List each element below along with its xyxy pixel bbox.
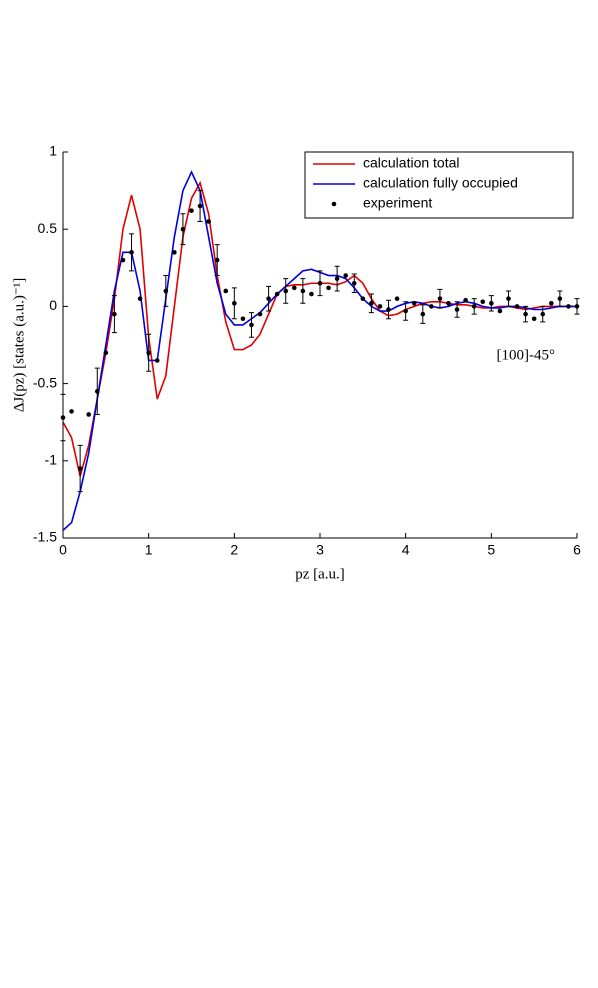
data-point <box>411 301 417 306</box>
y-axis-label: ΔJ(pz) [states (a.u.)⁻¹] <box>11 278 27 413</box>
legend-swatch <box>331 201 337 207</box>
x-tick-label: 5 <box>487 542 495 558</box>
data-point <box>94 389 100 394</box>
data-point <box>497 308 503 314</box>
y-tick-label: 1 <box>49 143 57 159</box>
data-point <box>283 288 289 294</box>
data-point <box>232 301 237 306</box>
data-point <box>343 273 349 278</box>
annotation: [100]-45° <box>497 347 555 363</box>
legend-label: calculation total <box>363 155 460 171</box>
x-tick-label: 6 <box>573 542 581 558</box>
data-point <box>523 311 528 317</box>
data-point <box>120 257 126 263</box>
data-point <box>60 415 66 420</box>
legend-box <box>304 151 574 219</box>
x-axis-label: pz [a.u.] <box>295 566 345 582</box>
data-point <box>394 296 400 301</box>
data-point <box>77 466 83 471</box>
data-point <box>154 358 160 363</box>
data-point <box>197 203 203 209</box>
data-point <box>317 280 323 286</box>
data-point <box>471 304 477 309</box>
data-point <box>137 296 143 301</box>
data-point <box>189 208 194 213</box>
data-point <box>69 409 74 414</box>
data-point <box>489 301 494 306</box>
x-tick-label: 2 <box>230 542 238 558</box>
data-point <box>369 301 374 306</box>
data-point <box>326 285 331 291</box>
data-point <box>266 296 271 301</box>
data-point <box>454 307 460 312</box>
data-point <box>351 280 357 286</box>
legend-label: experiment <box>363 195 432 211</box>
data-point <box>257 311 263 317</box>
data-point <box>163 288 169 294</box>
data-point <box>557 296 563 301</box>
data-point <box>86 412 91 417</box>
data-point <box>300 288 306 294</box>
y-tick-label: 0 <box>49 297 57 313</box>
data-point <box>429 304 434 309</box>
data-point <box>386 307 391 312</box>
data-point <box>112 311 117 317</box>
x-tick-label: 1 <box>145 542 153 558</box>
data-point <box>334 276 340 281</box>
data-point <box>214 257 220 263</box>
y-tick-label: -1.5 <box>33 529 57 545</box>
y-tick-label: -1 <box>45 452 58 468</box>
data-point <box>249 322 254 328</box>
data-point <box>420 311 426 317</box>
data-point <box>463 297 468 303</box>
data-point <box>437 296 443 301</box>
data-point <box>180 226 186 232</box>
x-tick-label: 3 <box>316 542 324 558</box>
data-point <box>540 311 546 317</box>
x-tick-label: 0 <box>59 542 67 558</box>
y-tick-label: -0.5 <box>33 374 57 390</box>
x-tick-label: 4 <box>402 542 410 558</box>
y-tick-label: 0.5 <box>38 220 58 236</box>
data-point <box>223 288 229 294</box>
data-point <box>480 299 486 305</box>
data-point <box>206 219 211 224</box>
data-point <box>240 316 246 322</box>
data-point <box>514 304 520 309</box>
data-point <box>446 301 451 306</box>
data-point <box>549 301 554 306</box>
data-point <box>292 285 297 291</box>
data-point <box>360 296 366 301</box>
data-point <box>377 304 383 309</box>
data-point <box>309 291 314 297</box>
data-point <box>403 308 408 314</box>
line <box>62 180 577 477</box>
data-point <box>172 250 177 255</box>
data-point <box>274 291 280 297</box>
data-point <box>531 316 537 322</box>
data-point <box>566 304 571 309</box>
legend-label: calculation fully occupied <box>363 175 518 191</box>
data-point <box>574 304 580 309</box>
data-point <box>146 350 151 356</box>
data-point <box>506 296 511 301</box>
data-point <box>103 350 109 356</box>
data-point <box>129 250 134 255</box>
